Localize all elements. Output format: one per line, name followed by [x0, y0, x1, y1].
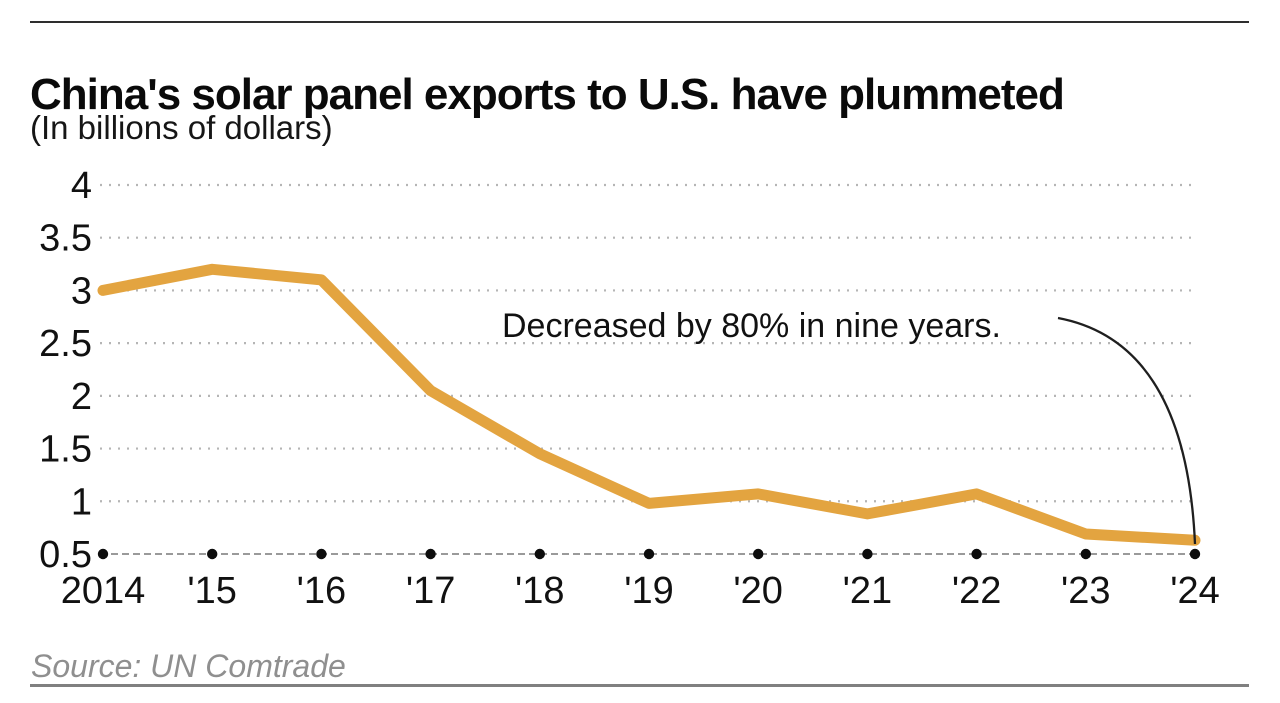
x-tick-label: '22 [952, 570, 1002, 612]
x-tick-label: '17 [406, 570, 456, 612]
x-tick-label: '24 [1170, 570, 1220, 612]
x-tick-label: '20 [733, 570, 783, 612]
annotation-text: Decreased by 80% in nine years. [502, 307, 1001, 345]
x-tick-dot [971, 548, 982, 560]
y-tick-label: 3.5 [39, 218, 92, 260]
top-rule [30, 21, 1249, 23]
y-tick-label: 2.5 [39, 323, 92, 365]
y-tick-label: 0.5 [39, 534, 92, 576]
bottom-rule [30, 684, 1249, 687]
y-tick-label: 4 [71, 165, 92, 207]
x-tick-label: '15 [187, 570, 237, 612]
x-tick-label: '16 [297, 570, 347, 612]
data-line [97, 263, 1201, 546]
x-tick-dot [316, 548, 327, 560]
x-tick-label: '18 [515, 570, 565, 612]
x-tick-label: 2014 [61, 570, 146, 612]
x-tick-dot [207, 548, 218, 560]
x-tick-label: '23 [1061, 570, 1111, 612]
x-tick-dot [425, 548, 436, 560]
y-tick-label: 2 [71, 376, 92, 418]
annotation-arrow [1057, 316, 1197, 545]
chart-subtitle: (In billions of dollars) [30, 109, 333, 146]
x-tick-label: '19 [624, 570, 674, 612]
x-tick-dot [643, 548, 655, 560]
y-tick-label: 3 [71, 270, 92, 312]
y-tick-label: 1 [71, 481, 92, 523]
x-tick-label: '21 [843, 570, 893, 612]
x-tick-dot [1080, 548, 1092, 560]
chart-title: China's solar panel exports to U.S. have… [30, 70, 1065, 120]
x-tick-dot [97, 548, 109, 560]
y-tick-label: 1.5 [39, 429, 92, 471]
x-tick-dot [1189, 548, 1201, 560]
source-attribution: Source: UN Comtrade [31, 648, 346, 684]
x-tick-dot [534, 548, 545, 560]
x-tick-dot [862, 548, 873, 560]
x-tick-dot [753, 548, 764, 560]
